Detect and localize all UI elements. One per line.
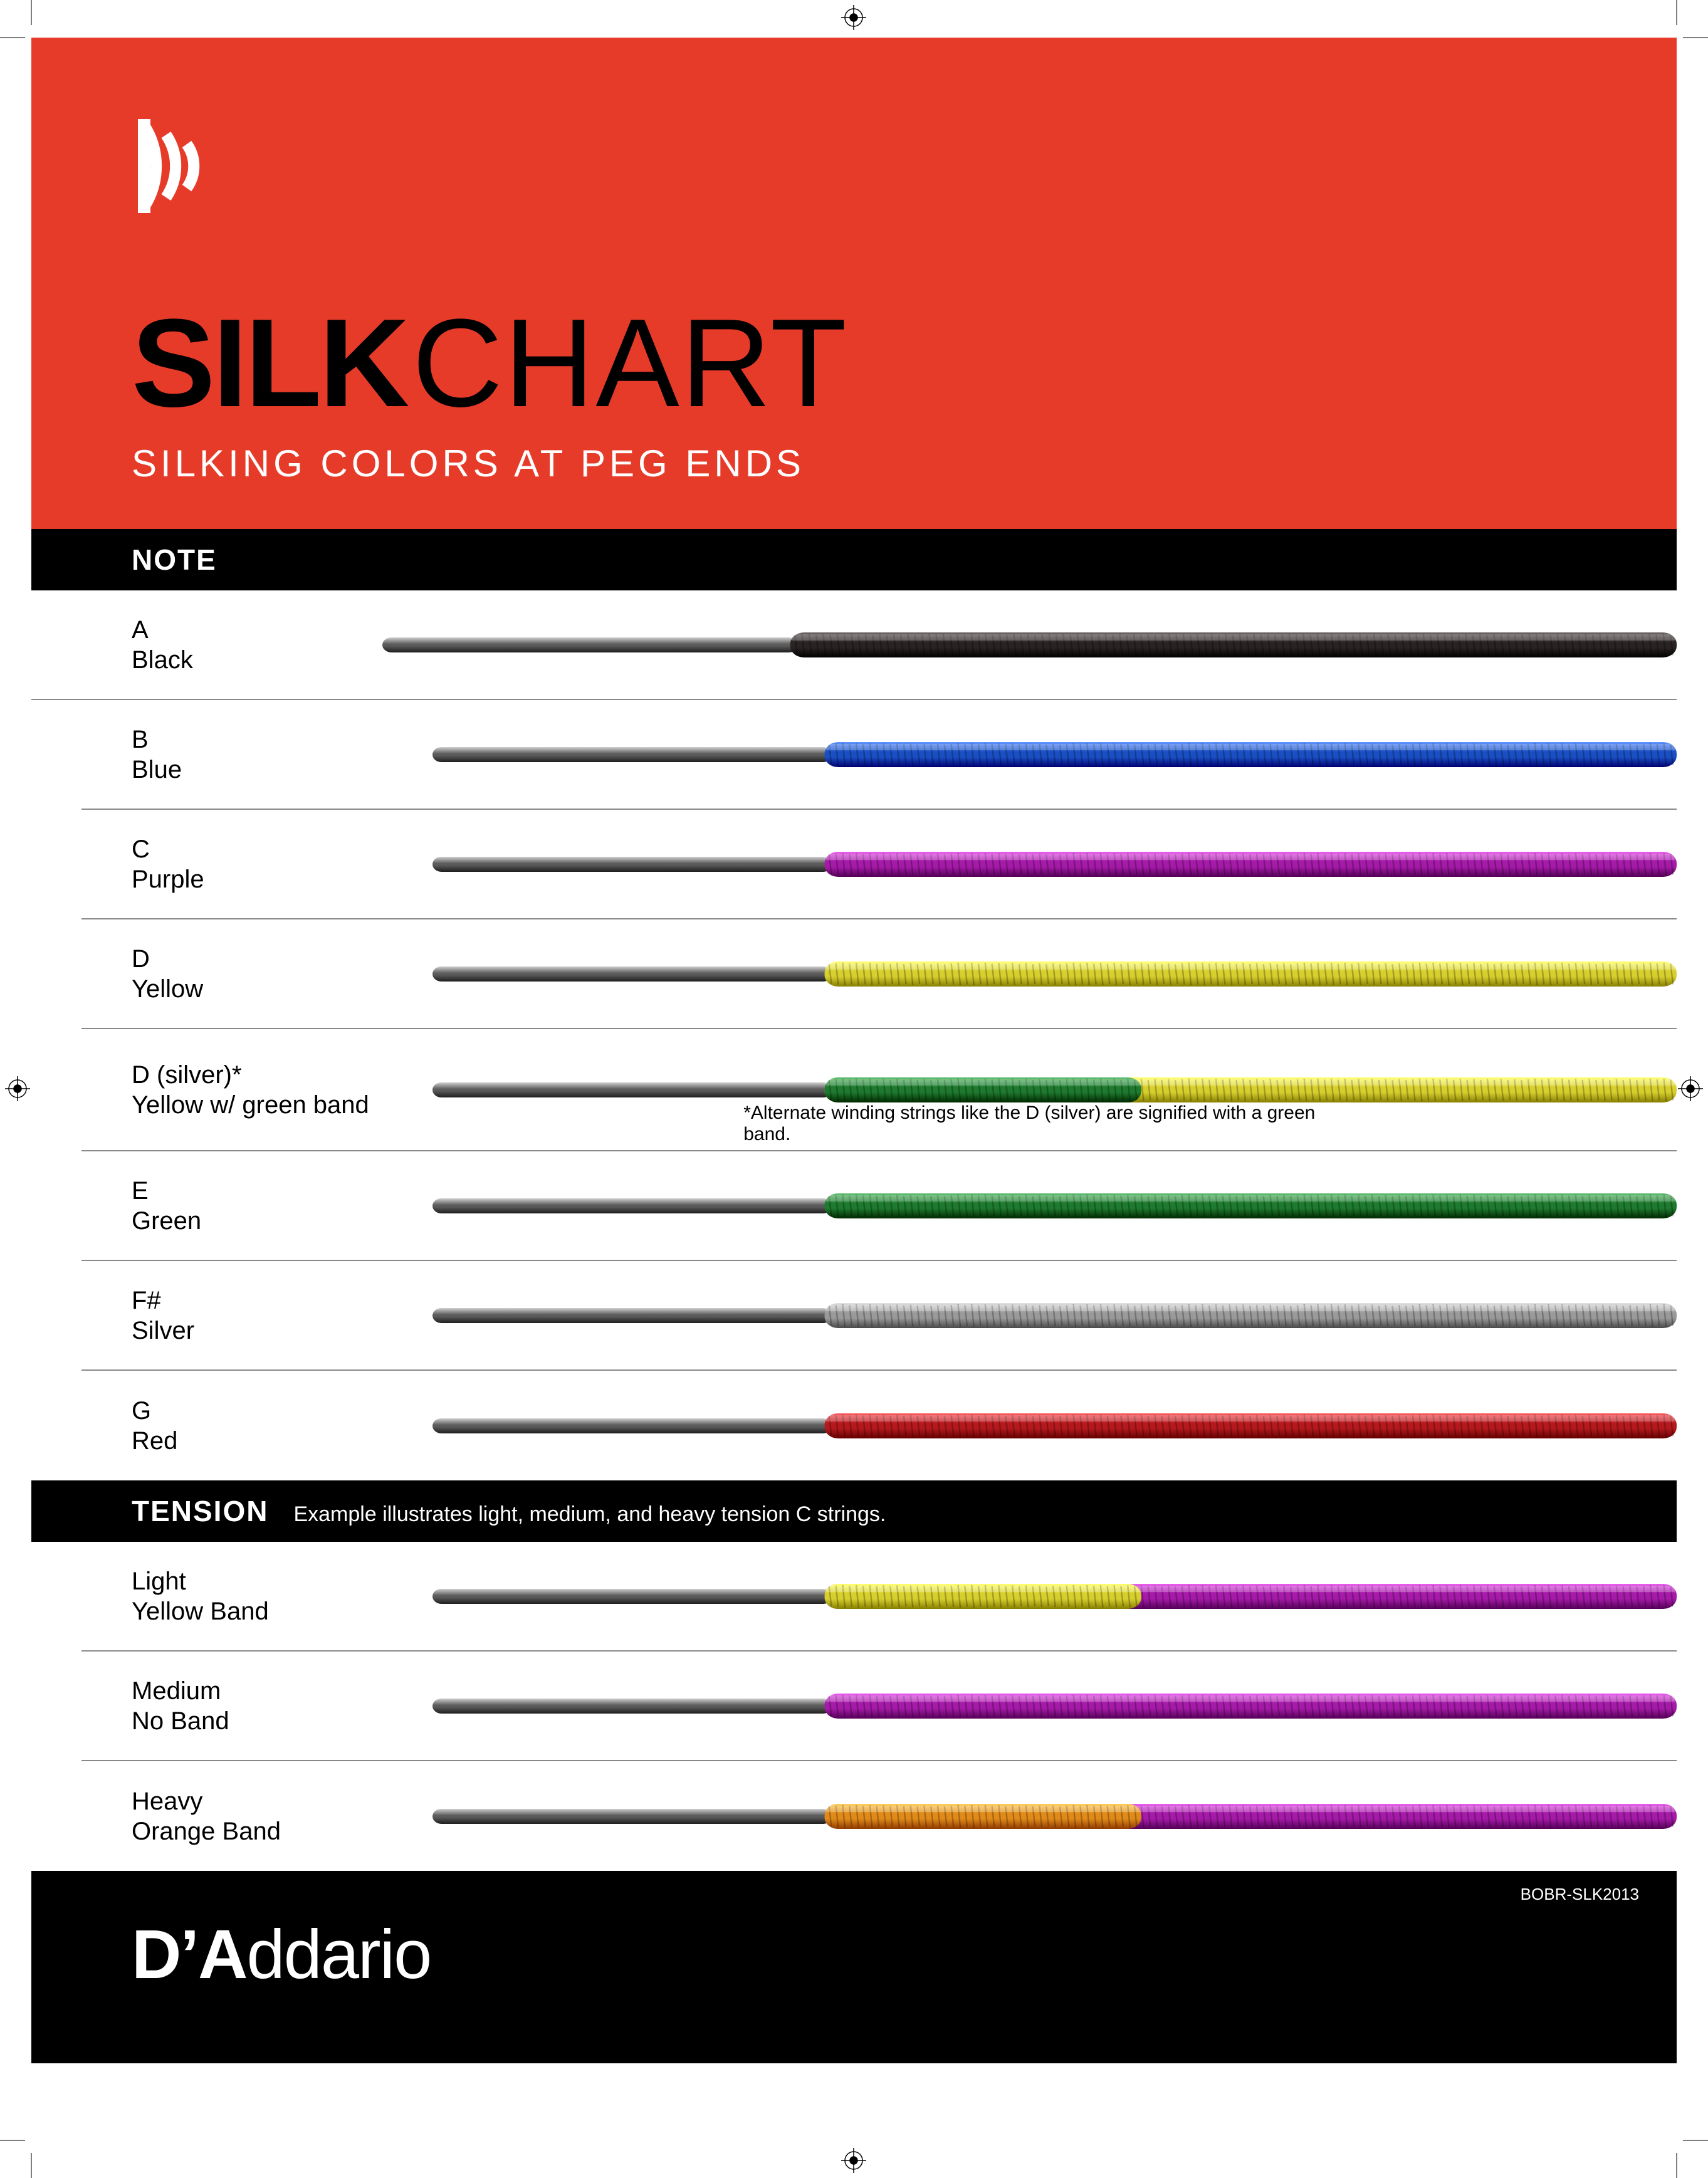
- row-label: D (silver)*Yellow w/ green band: [81, 1060, 432, 1120]
- row-label: BBlue: [81, 725, 432, 785]
- tension-rows: LightYellow Band MediumNo Band HeavyOrange…: [31, 1542, 1677, 1871]
- title-light: CHART: [412, 291, 848, 436]
- string-sample: [382, 590, 1677, 699]
- row-label-line1: Medium: [132, 1676, 432, 1706]
- row-label-line2: Yellow w/ green band: [132, 1090, 432, 1120]
- table-row: GRed: [81, 1371, 1677, 1480]
- table-row: D (silver)*Yellow w/ green band *Alternat…: [81, 1029, 1677, 1151]
- row-label: EGreen: [81, 1176, 432, 1236]
- string-sample: [432, 1261, 1677, 1369]
- row-label-line1: Heavy: [132, 1786, 432, 1816]
- string-sample: [432, 700, 1677, 809]
- row-label-line1: A: [132, 615, 382, 645]
- table-row: ABlack: [31, 590, 1677, 700]
- string-sample: [432, 919, 1677, 1028]
- row-label-line2: Black: [132, 645, 382, 675]
- string-sample: [432, 1371, 1677, 1480]
- row-label: ABlack: [31, 615, 382, 675]
- section-bar-tension: TENSION Example illustrates light, mediu…: [31, 1480, 1677, 1542]
- row-label-line2: Yellow Band: [132, 1596, 432, 1626]
- section-bar-note: NOTE: [31, 529, 1677, 590]
- section-desc-tension: Example illustrates light, medium, and h…: [293, 1502, 886, 1527]
- title-bold: SILK: [132, 291, 407, 436]
- table-row: LightYellow Band: [81, 1542, 1677, 1652]
- string-sample: [432, 810, 1677, 918]
- string-sample: [432, 1761, 1677, 1871]
- row-label-line1: Light: [132, 1566, 432, 1596]
- row-label-line2: Purple: [132, 864, 432, 894]
- table-row: BBlue: [81, 700, 1677, 810]
- string-sample: [432, 1652, 1677, 1760]
- subtitle: SILKING COLORS AT PEG ENDS: [132, 442, 1576, 485]
- table-row: MediumNo Band: [81, 1652, 1677, 1761]
- table-row: F#Silver: [81, 1261, 1677, 1371]
- row-label-line1: B: [132, 725, 432, 755]
- section-title-note: NOTE: [132, 543, 217, 577]
- row-label: F#Silver: [81, 1285, 432, 1346]
- row-footnote: *Alternate winding strings like the D (s…: [743, 1102, 1366, 1145]
- row-label-line1: F#: [132, 1285, 432, 1316]
- row-label-line2: Red: [132, 1426, 432, 1456]
- row-label: MediumNo Band: [81, 1676, 432, 1736]
- row-label-line1: E: [132, 1176, 432, 1206]
- string-sample: [432, 1151, 1677, 1260]
- row-label: LightYellow Band: [81, 1566, 432, 1626]
- string-sample: [432, 1542, 1677, 1650]
- row-label-line1: G: [132, 1396, 432, 1426]
- row-label-line2: Silver: [132, 1316, 432, 1346]
- row-label-line2: Green: [132, 1206, 432, 1236]
- string-sample: *Alternate winding strings like the D (s…: [432, 1029, 1677, 1150]
- header: SILK CHART SILKING COLORS AT PEG ENDS: [31, 38, 1677, 529]
- row-label-line1: D: [132, 944, 432, 974]
- table-row: EGreen: [81, 1151, 1677, 1261]
- row-label: GRed: [81, 1396, 432, 1456]
- row-label-line2: Yellow: [132, 974, 432, 1004]
- row-label: CPurple: [81, 834, 432, 894]
- row-label-line2: Blue: [132, 755, 432, 785]
- brand-wordmark: D’Addario: [132, 1915, 1576, 1994]
- section-title-tension: TENSION: [132, 1494, 268, 1528]
- row-label-line1: C: [132, 834, 432, 864]
- footer: BOBR-SLK2013 D’Addario: [31, 1871, 1677, 2063]
- note-rows: ABlackBBlueCPurpleDYellowD (silver)*Yell…: [31, 590, 1677, 1480]
- row-label-line1: D (silver)*: [132, 1060, 432, 1090]
- footer-sku: BOBR-SLK2013: [1521, 1885, 1639, 1904]
- row-label-line2: No Band: [132, 1706, 432, 1736]
- row-label: HeavyOrange Band: [81, 1786, 432, 1846]
- page: SILK CHART SILKING COLORS AT PEG ENDS NO…: [31, 38, 1677, 2140]
- table-row: HeavyOrange Band: [81, 1761, 1677, 1871]
- row-label: DYellow: [81, 944, 432, 1004]
- table-row: CPurple: [81, 810, 1677, 919]
- row-label-line2: Orange Band: [132, 1816, 432, 1846]
- page-title: SILK CHART: [132, 291, 1576, 436]
- daddario-arcs-icon: [132, 113, 238, 219]
- table-row: DYellow: [81, 919, 1677, 1029]
